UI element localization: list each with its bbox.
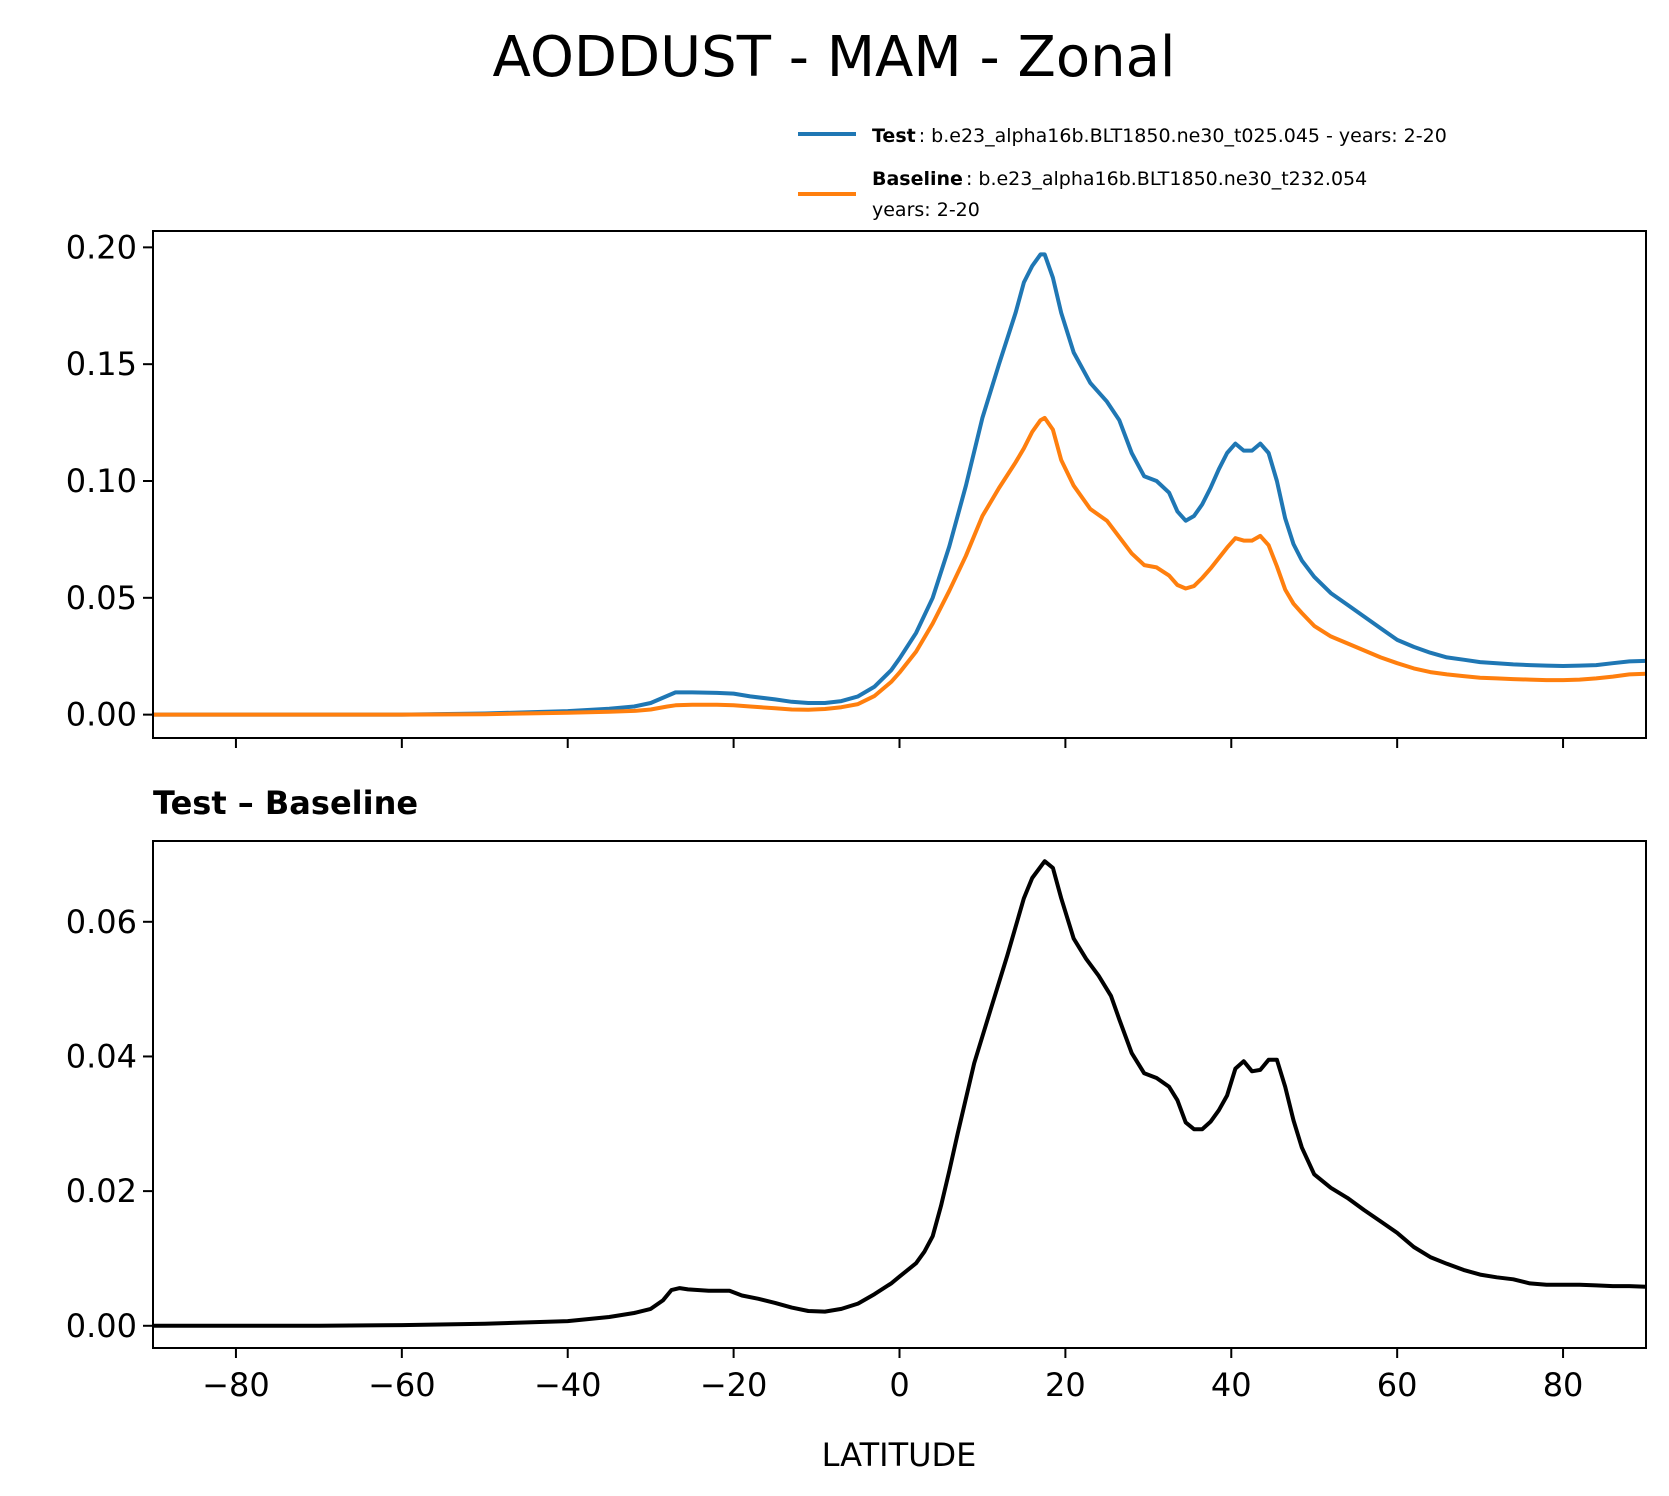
legend-test-name: Test <box>872 125 916 147</box>
bottom-x-axis: −80 −60 −40 −20 0 20 40 60 80 <box>202 1348 1583 1404</box>
top-axes-frame <box>152 230 1647 739</box>
top-y-axis: 0.00 0.05 0.10 0.15 0.20 <box>66 228 153 734</box>
top-series-group <box>153 252 1647 717</box>
legend: Test: b.e23_alpha16b.BLT1850.ne30_t025.0… <box>798 125 1447 221</box>
legend-baseline-years: years: 2-20 <box>872 199 980 221</box>
top-y-tick-label: 0.20 <box>66 228 137 266</box>
bottom-x-tick-label: −20 <box>700 1366 768 1404</box>
legend-test-desc: : b.e23_alpha16b.BLT1850.ne30_t025.045 -… <box>919 125 1447 147</box>
legend-test-entry: Test: b.e23_alpha16b.BLT1850.ne30_t025.0… <box>872 125 1447 147</box>
bottom-x-tick-label: 20 <box>1045 1366 1086 1404</box>
bottom-series-group <box>153 859 1647 1328</box>
bottom-axes-frame <box>152 840 1647 1349</box>
bottom-x-tick-label: −80 <box>202 1366 270 1404</box>
bottom-panel: 0.00 0.02 0.04 0.06 −80 −60 −40 −20 0 20 40 60 80 <box>66 840 1647 1404</box>
legend-baseline-desc: : b.e23_alpha16b.BLT1850.ne30_t232.054 <box>966 168 1367 190</box>
bottom-y-tick-label: 0.02 <box>66 1172 137 1210</box>
legend-baseline-entry: Baseline: b.e23_alpha16b.BLT1850.ne30_t2… <box>872 168 1367 190</box>
bottom-x-tick-label: 40 <box>1211 1366 1252 1404</box>
bottom-x-tick-label: 80 <box>1543 1366 1584 1404</box>
top-series-baseline-line <box>153 415 1647 717</box>
top-panel: 0.00 0.05 0.10 0.15 0.20 <box>66 228 1647 748</box>
bottom-y-tick-label: 0.06 <box>66 903 137 941</box>
top-y-tick-label: 0.00 <box>66 696 137 734</box>
bottom-x-tick-label: 60 <box>1377 1366 1418 1404</box>
bottom-x-tick-label: −40 <box>534 1366 602 1404</box>
figure-title: AODDUST - MAM - Zonal <box>493 25 1176 90</box>
bottom-panel-title: Test – Baseline <box>153 784 418 822</box>
legend-baseline-name: Baseline <box>872 168 963 190</box>
bottom-x-tick-label: −60 <box>368 1366 436 1404</box>
top-x-axis <box>234 738 1565 748</box>
bottom-y-tick-label: 0.04 <box>66 1037 137 1075</box>
top-series-test-line <box>153 252 1647 717</box>
top-y-tick-label: 0.05 <box>66 579 137 617</box>
bottom-series-test-baseline-line <box>153 859 1647 1328</box>
top-y-tick-label: 0.10 <box>66 462 137 500</box>
bottom-y-axis: 0.00 0.02 0.04 0.06 <box>66 903 153 1345</box>
bottom-x-tick-label: 0 <box>889 1366 909 1404</box>
top-y-tick-label: 0.15 <box>66 345 137 383</box>
bottom-y-tick-label: 0.00 <box>66 1307 137 1345</box>
x-axis-label: LATITUDE <box>822 1436 977 1474</box>
